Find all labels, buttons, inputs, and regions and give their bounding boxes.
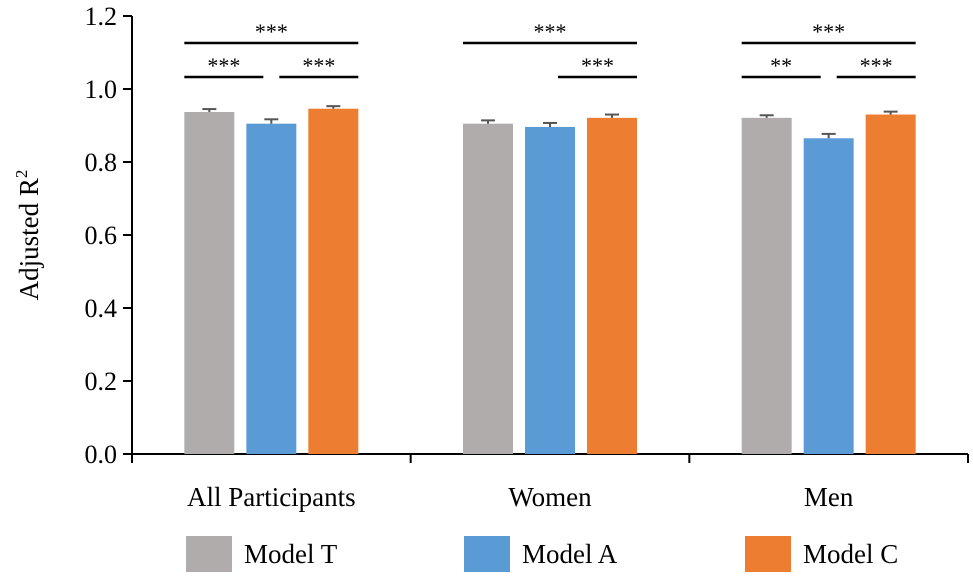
significance-label: *** xyxy=(207,53,240,78)
bar-model-c xyxy=(865,114,916,455)
bars xyxy=(184,105,916,455)
y-axis-title-superscript: 2 xyxy=(12,170,31,179)
significance-label: *** xyxy=(302,53,335,78)
x-category-label: Men xyxy=(804,482,854,512)
legend-swatch xyxy=(464,536,510,572)
y-tick-label: 0.2 xyxy=(85,367,118,396)
x-category-label: Women xyxy=(508,482,592,512)
y-axis-title: Adjusted R2 xyxy=(12,170,44,301)
y-tick-label: 0.0 xyxy=(85,440,118,469)
significance-label: *** xyxy=(255,19,288,44)
bar-model-c xyxy=(308,108,359,455)
y-tick-label: 0.4 xyxy=(85,294,118,323)
significance-label: *** xyxy=(812,19,845,44)
bar-model-t xyxy=(463,123,513,455)
significance-label: *** xyxy=(581,53,614,78)
significance-label: *** xyxy=(860,53,893,78)
significance-label: *** xyxy=(534,19,567,44)
legend-label: Model T xyxy=(244,539,338,569)
axes: 0.0 0.2 0.4 0.6 0.8 1.0 1.2 All Participants Wom… xyxy=(85,2,969,512)
legend-label: Model A xyxy=(522,539,618,569)
legend-swatch xyxy=(186,536,232,572)
significance-brackets: ****** ************** *** xyxy=(184,19,916,79)
bar-model-a xyxy=(246,123,297,455)
x-category-label: All Participants xyxy=(187,482,356,512)
y-tick-label: 0.6 xyxy=(85,221,118,250)
legend-label: Model C xyxy=(803,539,898,569)
significance-label: ** xyxy=(770,53,792,78)
bar-model-t xyxy=(184,111,235,455)
legend-swatch xyxy=(745,536,791,572)
bar-model-a xyxy=(525,126,575,455)
bar-model-a xyxy=(803,138,854,454)
y-tick-label: 1.2 xyxy=(85,2,118,31)
y-tick-label: 1.0 xyxy=(85,75,118,104)
y-tick-label: 0.8 xyxy=(85,148,118,177)
legend: Model T Model A Model C xyxy=(186,536,898,572)
bar-model-c xyxy=(587,117,637,455)
y-axis-title-text: Adjusted R xyxy=(14,178,44,300)
bar-model-t xyxy=(741,117,792,455)
